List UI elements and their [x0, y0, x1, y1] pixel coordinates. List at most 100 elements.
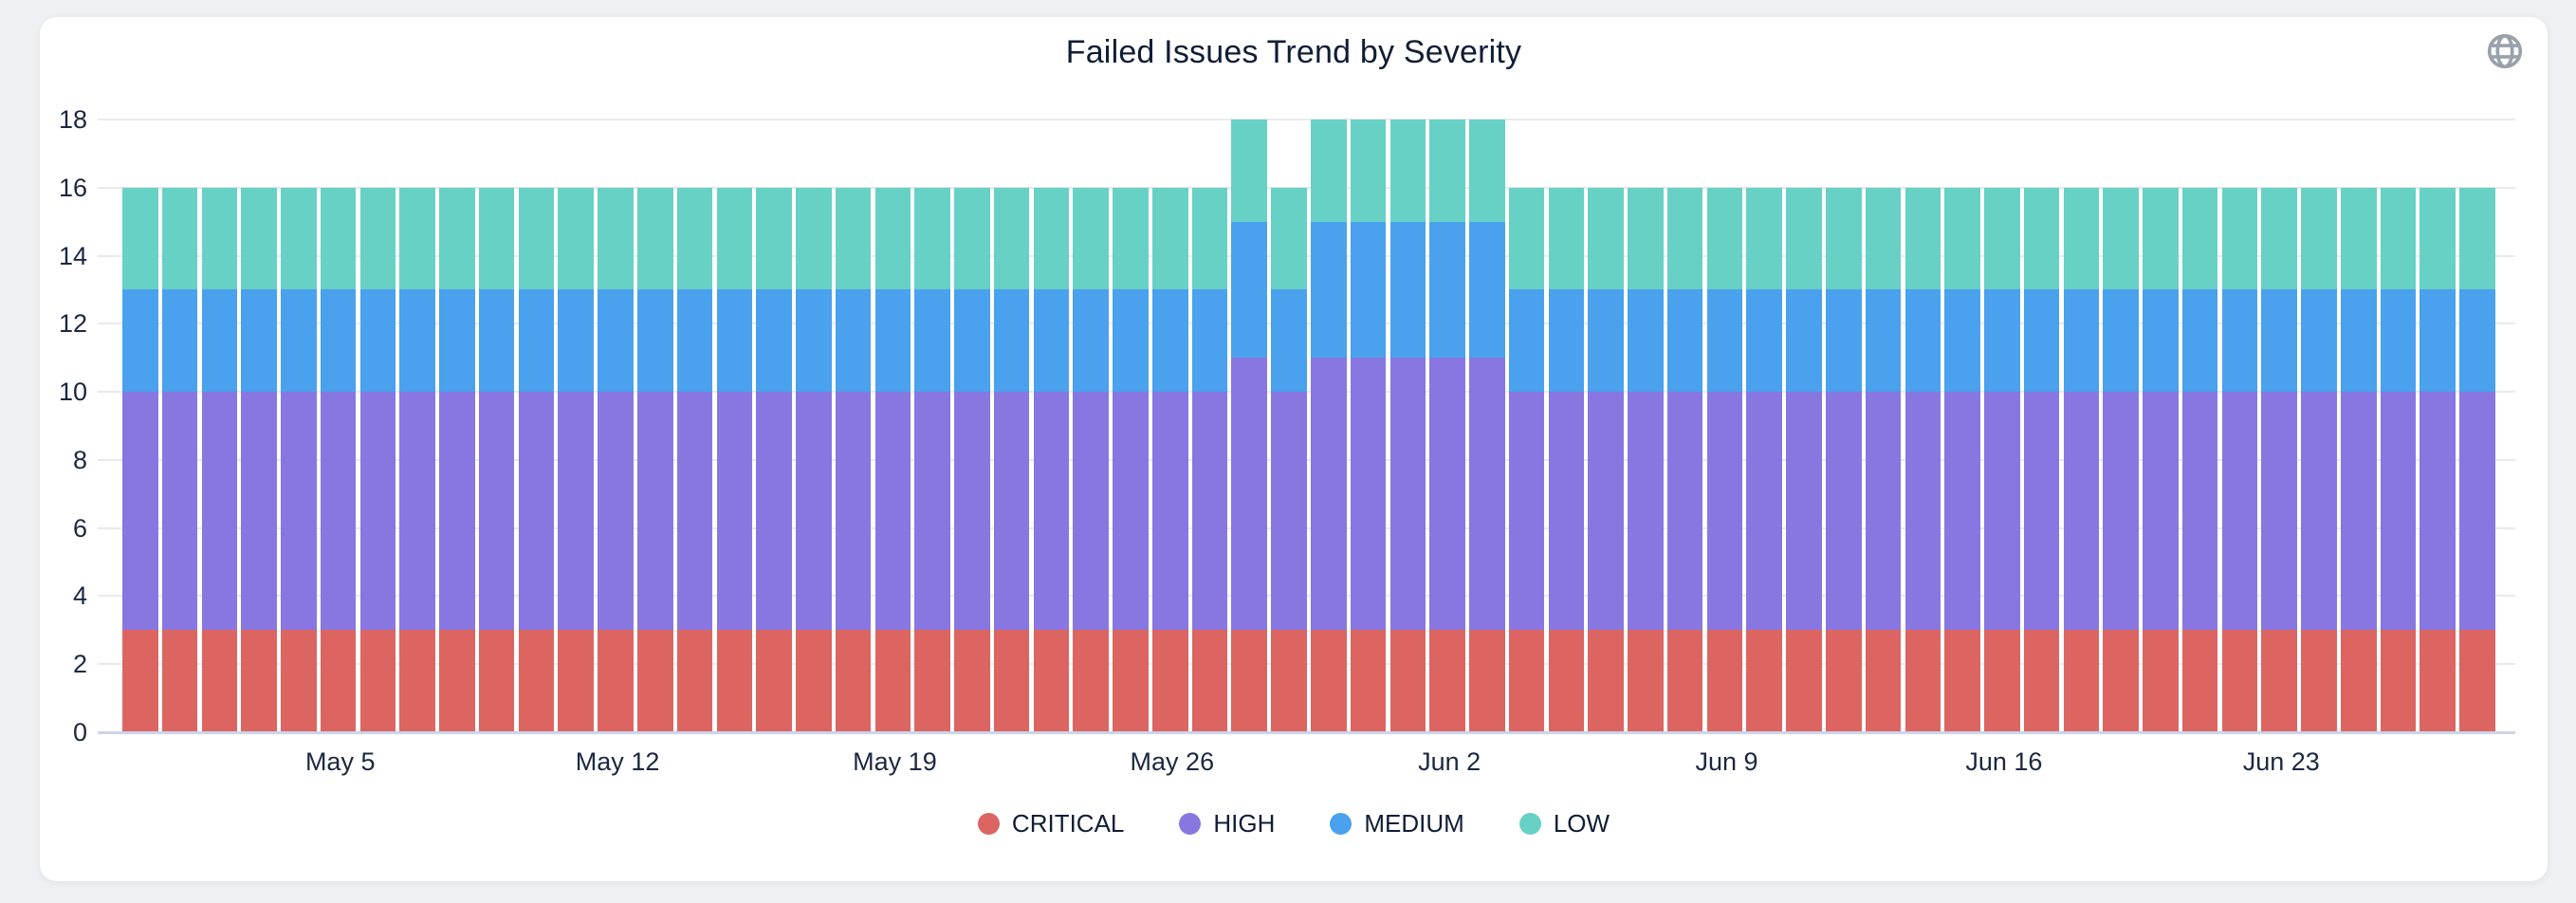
bar-segment-high[interactable] [281, 392, 317, 631]
bar-may-21[interactable] [954, 187, 990, 732]
bar-segment-low[interactable] [320, 187, 357, 290]
bar-jun-3[interactable] [1469, 120, 1505, 732]
legend-item-low[interactable]: LOW [1518, 809, 1610, 838]
bar-segment-low[interactable] [201, 187, 238, 290]
bar-segment-low[interactable] [359, 187, 396, 290]
bar-segment-critical[interactable] [2301, 630, 2337, 732]
bar-segment-medium[interactable] [874, 289, 911, 393]
bar-segment-low[interactable] [2181, 187, 2218, 290]
bar-segment-high[interactable] [558, 392, 595, 631]
bar-segment-low[interactable] [676, 187, 713, 290]
bar-may-18[interactable] [835, 187, 872, 732]
bar-segment-medium[interactable] [1429, 221, 1465, 359]
bar-segment-high[interactable] [796, 392, 832, 631]
bar-segment-low[interactable] [2023, 187, 2060, 290]
bar-segment-medium[interactable] [636, 289, 673, 393]
bar-segment-high[interactable] [1746, 392, 1783, 631]
bar-may-26[interactable] [1151, 187, 1188, 732]
bar-segment-medium[interactable] [241, 289, 277, 393]
bar-segment-critical[interactable] [2380, 630, 2417, 732]
bar-segment-critical[interactable] [1865, 630, 1902, 732]
bar-segment-critical[interactable] [716, 630, 753, 732]
bar-jun-13[interactable] [1865, 187, 1902, 732]
bar-segment-critical[interactable] [1073, 630, 1109, 732]
bar-segment-low[interactable] [2420, 187, 2456, 290]
bar-segment-medium[interactable] [2103, 289, 2139, 393]
bar-segment-low[interactable] [558, 187, 595, 290]
bar-segment-high[interactable] [1113, 392, 1149, 631]
bar-may-15[interactable] [716, 187, 753, 732]
bar-segment-medium[interactable] [1469, 221, 1505, 359]
bar-segment-medium[interactable] [1073, 289, 1109, 393]
bar-segment-medium[interactable] [1746, 289, 1783, 393]
bar-segment-medium[interactable] [399, 289, 435, 393]
bar-segment-high[interactable] [2380, 392, 2417, 631]
bar-segment-critical[interactable] [676, 630, 713, 732]
bar-segment-low[interactable] [1865, 187, 1902, 290]
bar-segment-medium[interactable] [201, 289, 238, 393]
bar-segment-high[interactable] [1191, 392, 1228, 631]
bar-segment-critical[interactable] [954, 630, 990, 732]
bar-segment-medium[interactable] [2261, 289, 2297, 393]
bar-may-20[interactable] [914, 187, 950, 732]
bar-segment-low[interactable] [1944, 187, 1980, 290]
bar-segment-critical[interactable] [1151, 630, 1188, 732]
bar-jun-11[interactable] [1786, 187, 1822, 732]
bar-segment-high[interactable] [320, 392, 357, 631]
bar-segment-critical[interactable] [1548, 630, 1585, 732]
bar-segment-high[interactable] [1350, 358, 1387, 631]
bar-may-11[interactable] [558, 187, 595, 732]
bar-segment-high[interactable] [1231, 358, 1268, 631]
bar-jun-16[interactable] [1984, 187, 2020, 732]
bar-segment-low[interactable] [1984, 187, 2020, 290]
bar-segment-low[interactable] [636, 187, 673, 290]
bar-segment-critical[interactable] [2221, 630, 2258, 732]
bar-may-1[interactable] [161, 187, 198, 732]
bar-segment-high[interactable] [1786, 392, 1822, 631]
bar-segment-high[interactable] [2420, 392, 2456, 631]
bar-segment-high[interactable] [1033, 392, 1070, 631]
bar-segment-high[interactable] [2181, 392, 2218, 631]
bar-segment-low[interactable] [1271, 187, 1307, 290]
bar-jun-27[interactable] [2420, 187, 2456, 732]
bar-segment-high[interactable] [2103, 392, 2139, 631]
bar-segment-medium[interactable] [1904, 289, 1941, 393]
bar-segment-high[interactable] [2143, 392, 2179, 631]
bar-segment-critical[interactable] [1469, 630, 1505, 732]
bar-segment-high[interactable] [201, 392, 238, 631]
bar-jun-14[interactable] [1904, 187, 1941, 732]
bar-may-4[interactable] [281, 187, 317, 732]
bar-segment-high[interactable] [954, 392, 990, 631]
bar-may-12[interactable] [598, 187, 634, 732]
bar-segment-medium[interactable] [1350, 221, 1387, 359]
bar-jun-2[interactable] [1429, 120, 1465, 732]
bar-segment-critical[interactable] [835, 630, 872, 732]
bar-segment-medium[interactable] [1548, 289, 1585, 393]
bar-segment-medium[interactable] [796, 289, 832, 393]
bar-segment-low[interactable] [1706, 187, 1743, 290]
bar-segment-critical[interactable] [478, 630, 515, 732]
bar-segment-high[interactable] [993, 392, 1030, 631]
bar-may-29[interactable] [1271, 187, 1307, 732]
bar-segment-high[interactable] [1944, 392, 1980, 631]
bar-segment-low[interactable] [2063, 187, 2100, 290]
bar-segment-high[interactable] [756, 392, 792, 631]
bar-segment-critical[interactable] [1628, 630, 1664, 732]
bar-segment-critical[interactable] [2459, 630, 2495, 732]
bar-segment-medium[interactable] [558, 289, 595, 393]
bar-segment-low[interactable] [518, 187, 555, 290]
bar-segment-low[interactable] [796, 187, 832, 290]
bar-jun-17[interactable] [2023, 187, 2060, 732]
bar-segment-critical[interactable] [914, 630, 950, 732]
bar-segment-high[interactable] [161, 392, 198, 631]
bar-segment-medium[interactable] [756, 289, 792, 393]
bar-segment-low[interactable] [1588, 187, 1624, 290]
bar-segment-medium[interactable] [1984, 289, 2020, 393]
bar-jun-6[interactable] [1588, 187, 1624, 732]
bar-jun-20[interactable] [2143, 187, 2179, 732]
bar-segment-medium[interactable] [1231, 221, 1268, 359]
bar-segment-high[interactable] [2261, 392, 2297, 631]
bar-segment-low[interactable] [1786, 187, 1822, 290]
bar-segment-low[interactable] [835, 187, 872, 290]
bar-segment-medium[interactable] [518, 289, 555, 393]
